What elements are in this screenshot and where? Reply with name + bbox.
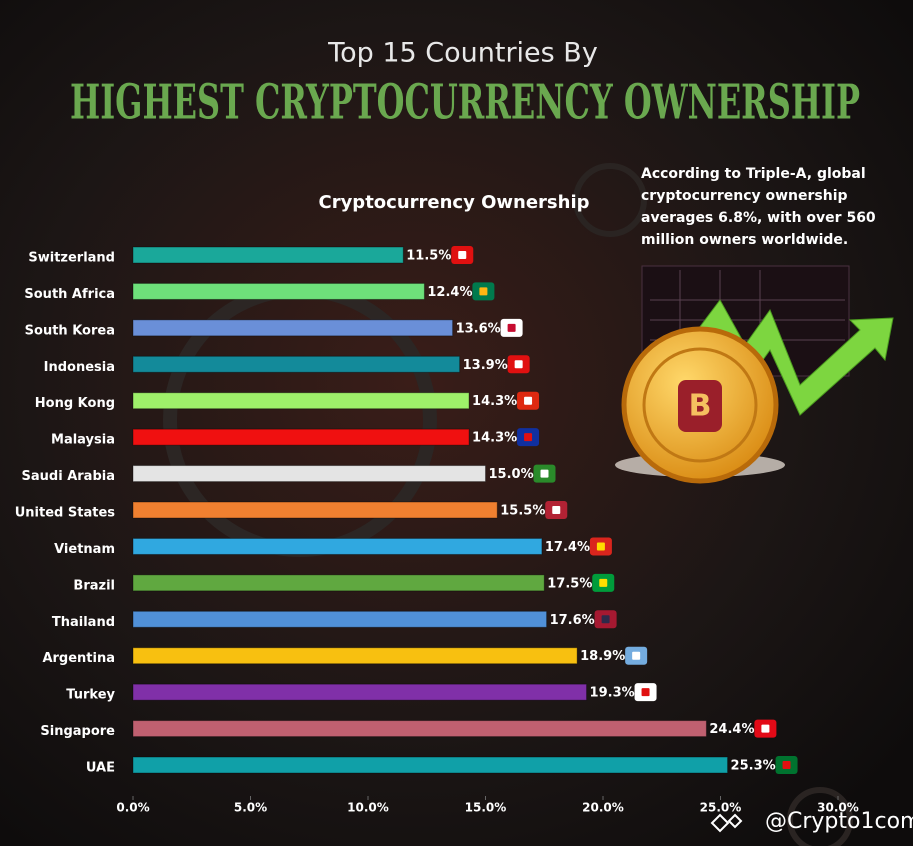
- flag-detail: [632, 651, 641, 660]
- flag-detail: [641, 688, 650, 697]
- y-tick-label: Thailand: [52, 615, 115, 630]
- y-tick-label: Hong Kong: [35, 396, 115, 411]
- y-tick-label: South Africa: [24, 287, 115, 302]
- bar: [132, 501, 498, 519]
- flag-detail: [761, 724, 770, 733]
- value-label: 13.6%: [456, 321, 501, 336]
- x-tick-label: 20.0%: [582, 801, 624, 815]
- y-tick-label: Saudi Arabia: [22, 469, 115, 484]
- y-tick-label: United States: [15, 506, 116, 521]
- x-tick-label: 15.0%: [465, 801, 507, 815]
- y-tick-label: Brazil: [73, 578, 115, 593]
- flag-detail: [458, 251, 467, 259]
- bar: [132, 537, 543, 555]
- flag-detail: [514, 360, 523, 369]
- watermark: @Crypto1com: [765, 809, 913, 834]
- y-tick-label: Singapore: [40, 724, 115, 739]
- flag-detail: [479, 287, 488, 296]
- y-tick-label: Turkey: [66, 688, 115, 703]
- flag-detail: [540, 469, 549, 478]
- value-label: 19.3%: [590, 686, 635, 701]
- pretitle: Top 15 Countries By: [327, 38, 598, 69]
- bg-decoration: [787, 787, 853, 846]
- flag-detail: [524, 433, 533, 442]
- bar: [132, 647, 578, 665]
- bar: [132, 756, 729, 774]
- value-label: 24.4%: [709, 722, 754, 737]
- bar: [132, 319, 454, 337]
- y-tick-label: Malaysia: [51, 433, 115, 448]
- y-tick-label: Indonesia: [44, 360, 115, 375]
- value-label: 12.4%: [427, 285, 472, 300]
- value-label: 14.3%: [472, 431, 517, 446]
- bg-decoration: [573, 163, 647, 237]
- x-tick-label: 10.0%: [347, 801, 389, 815]
- chart-subtitle: Cryptocurrency Ownership: [318, 192, 589, 213]
- y-tick-label: South Korea: [25, 323, 115, 338]
- value-label: 25.3%: [731, 759, 776, 774]
- x-tick-label: 30.0%: [817, 801, 859, 815]
- flag-detail: [782, 761, 791, 770]
- coin-badge: [678, 380, 722, 432]
- illustration-grid: [650, 270, 845, 375]
- value-label: 18.9%: [580, 649, 625, 664]
- bar: [132, 465, 486, 483]
- y-tick-label: Argentina: [42, 651, 115, 666]
- plot: 0.0% 5.0% 10.0% 15.0% 20.0% 25.0% 30.0% Switzer…: [15, 246, 859, 815]
- bar: [132, 683, 588, 701]
- bar: [132, 355, 461, 373]
- coin-ring: [642, 347, 758, 463]
- flag-detail: [601, 615, 610, 624]
- value-label: 14.3%: [472, 394, 517, 409]
- flag-detail: [524, 396, 533, 405]
- x-tick-label: 0.0%: [116, 801, 149, 815]
- y-tick-label: UAE: [86, 761, 115, 776]
- bar: [132, 282, 425, 300]
- flag-detail: [552, 506, 561, 515]
- value-label: 15.5%: [500, 504, 545, 519]
- x-tick-label: 5.0%: [234, 801, 267, 815]
- value-label: 15.0%: [489, 467, 534, 482]
- value-label: 13.9%: [463, 358, 508, 373]
- flag-detail: [599, 578, 608, 587]
- bar: [132, 574, 545, 592]
- value-label: 17.5%: [547, 576, 592, 591]
- flag-detail: [507, 323, 516, 332]
- bar: [132, 610, 548, 628]
- y-tick-label: Switzerland: [28, 251, 115, 266]
- annotation: According to Triple-A, global cryptocurr…: [641, 166, 876, 248]
- x-tick-label: 25.0%: [700, 801, 742, 815]
- bar: [132, 428, 470, 446]
- title: HIGHEST CRYPTOCURRENCY OWNERSHIP: [70, 75, 860, 131]
- watermark-logo: [710, 813, 743, 833]
- y-tick-label: Vietnam: [54, 542, 115, 557]
- flag-detail: [596, 542, 605, 551]
- bar: [132, 720, 707, 738]
- value-label: 17.6%: [550, 613, 595, 628]
- coin-symbol: B: [689, 389, 712, 424]
- value-label: 11.5%: [406, 249, 451, 264]
- bar: [132, 246, 404, 264]
- value-label: 17.4%: [545, 540, 590, 555]
- bar: [132, 392, 470, 410]
